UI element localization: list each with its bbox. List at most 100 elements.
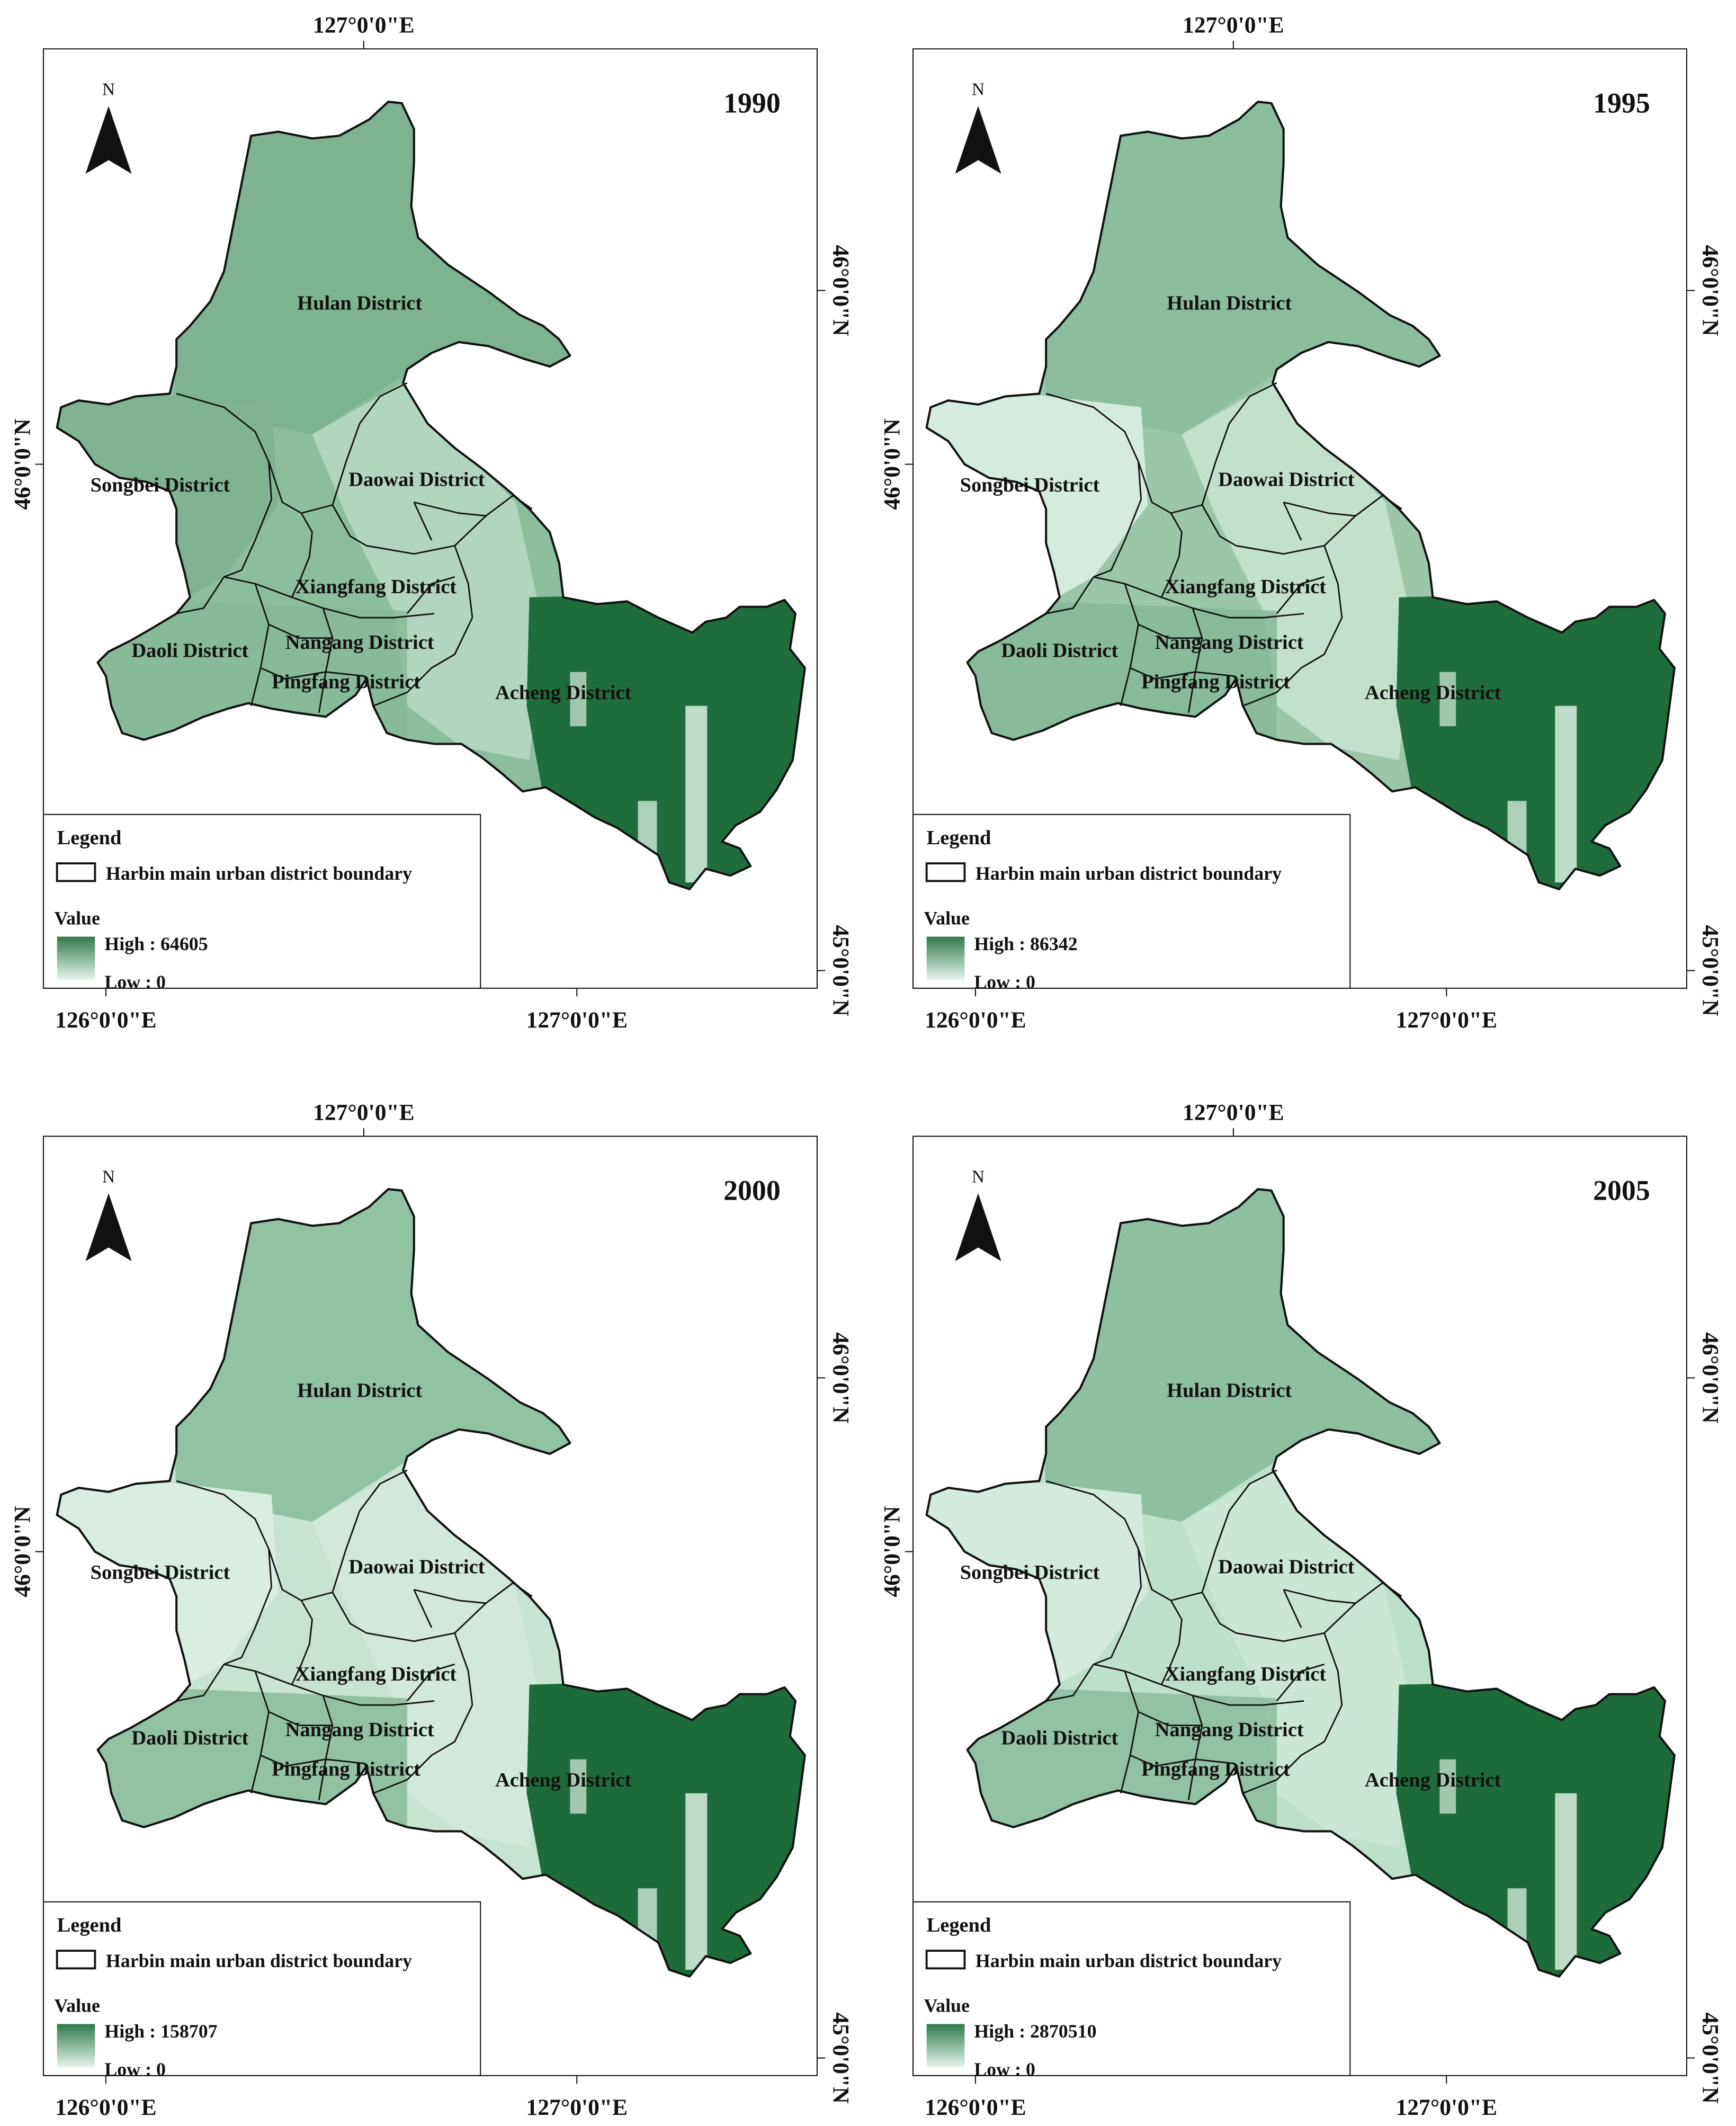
district-label: Pingfang District — [272, 1758, 420, 1780]
district-boundary-line — [268, 1711, 333, 1727]
district-boundary-line — [366, 495, 514, 555]
district-label: Daoli District — [131, 639, 248, 662]
top-longitude-label: 127°0'0"E — [1183, 1100, 1284, 1125]
right-latitude-label: 45°0'0"N — [1698, 2012, 1723, 2103]
right-latitude-label: 46°0'0"N — [828, 245, 854, 336]
district-label: Daoli District — [131, 1727, 248, 1749]
legend: Legend Harbin main urban district boundar… — [912, 1901, 1351, 2080]
right-latitude-label: 45°0'0"N — [828, 925, 854, 1016]
right-latitude-label: 45°0'0"N — [1698, 925, 1723, 1016]
district-boundary-line — [268, 461, 333, 514]
district-label: Songbei District — [960, 1561, 1100, 1584]
year-label: 2000 — [723, 1175, 781, 1207]
district-boundary-line — [291, 513, 313, 598]
legend-low-value: Low : 0 — [104, 2059, 166, 2080]
district-boundary-line — [1283, 1588, 1356, 1604]
legend-value-title: Value — [924, 907, 970, 928]
district-boundary-line — [268, 623, 333, 639]
district-boundary-line — [1120, 583, 1139, 707]
north-arrow-label: N — [972, 1167, 985, 1186]
top-longitude-label: 127°0'0"E — [313, 1100, 415, 1125]
district-label: Songbei District — [960, 474, 1100, 496]
legend-high-value: High : 2870510 — [974, 2021, 1096, 2042]
district-boundary-line — [250, 583, 270, 707]
boundary-swatch — [56, 1950, 96, 1970]
legend-high-value: High : 86342 — [974, 933, 1077, 954]
district-boundary-line — [414, 1588, 486, 1604]
district-boundary-line — [1201, 1469, 1277, 1593]
district-boundary-line — [512, 495, 533, 510]
district-label: Hulan District — [1167, 292, 1292, 314]
legend-boundary-label: Harbin main urban district boundary — [976, 1950, 1282, 1971]
district-boundary-line — [1093, 1586, 1142, 1665]
district-label: Xiangfang District — [296, 576, 457, 598]
right-latitude-label: 46°0'0"N — [1698, 1332, 1723, 1423]
bottom-longitude-label: 126°0'0"E — [925, 2095, 1026, 2120]
district-boundary-line — [1276, 1663, 1325, 1702]
district-boundary-line — [1236, 495, 1383, 555]
map-panel-1990: Hulan District Songbei District Daowai Dis… — [10, 13, 853, 1033]
right-latitude-label: 45°0'0"N — [828, 2012, 854, 2103]
district-label: Daowai District — [1218, 469, 1354, 491]
left-latitude-label: 46°0'0"N — [879, 418, 905, 510]
north-arrow-label: N — [102, 79, 115, 99]
boundary-swatch — [925, 862, 966, 882]
legend-title: Legend — [57, 1914, 122, 1936]
district-boundary-line — [291, 1600, 313, 1685]
district-label: Hulan District — [1167, 1379, 1292, 1401]
district-boundary-line — [176, 1664, 225, 1702]
legend-title: Legend — [57, 827, 122, 849]
district-boundary-line — [1382, 495, 1402, 510]
district-boundary-line — [223, 499, 272, 578]
district-label: Nangang District — [285, 1719, 434, 1741]
legend-boundary-label: Harbin main urban district boundary — [976, 863, 1282, 884]
district-label: Acheng District — [495, 682, 631, 704]
district-label: Acheng District — [495, 1769, 631, 1791]
urban-district-boundary — [925, 101, 1676, 890]
district-label: Xiangfang District — [1165, 576, 1326, 598]
district-label: Songbei District — [91, 474, 230, 496]
north-arrow-label: N — [102, 1167, 115, 1186]
urban-district-boundary — [925, 1188, 1676, 1978]
district-boundary-line — [260, 667, 364, 680]
legend: Legend Harbin main urban district boundar… — [42, 1901, 481, 2080]
district-boundary-line — [1201, 1592, 1237, 1634]
right-latitude-label: 46°0'0"N — [828, 1332, 854, 1423]
district-boundary-line — [1045, 576, 1095, 614]
district-boundary-line — [260, 1754, 364, 1767]
boundary-swatch — [925, 1950, 966, 1970]
color-ramp-swatch — [926, 2024, 965, 2068]
district-boundary-line — [1120, 1671, 1139, 1794]
district-boundary-line — [413, 502, 433, 541]
district-label: Daowai District — [348, 469, 485, 491]
district-label: Acheng District — [1365, 1769, 1501, 1791]
district-boundary-line — [250, 1671, 270, 1794]
legend-low-value: Low : 0 — [974, 2059, 1035, 2080]
district-boundary-line — [332, 1469, 408, 1593]
district-label: Pingfang District — [272, 671, 420, 693]
urban-district-boundary — [56, 1188, 806, 1978]
district-boundary-line — [373, 1632, 473, 1794]
left-latitude-label: 46°0'0"N — [10, 418, 35, 510]
district-label: Pingfang District — [1141, 671, 1290, 693]
district-boundary-line — [1045, 1480, 1142, 1587]
district-label: Daowai District — [348, 1556, 485, 1578]
district-boundary-line — [414, 501, 486, 517]
district-boundary-line — [1187, 608, 1203, 713]
color-ramp-swatch — [57, 936, 95, 980]
boundary-swatch — [56, 862, 96, 882]
district-label: Daoli District — [1001, 1727, 1118, 1749]
district-boundary-line — [318, 1695, 334, 1800]
district-label: Hulan District — [297, 292, 422, 314]
district-boundary-line — [1160, 1600, 1183, 1685]
bottom-longitude-label: 126°0'0"E — [55, 2095, 157, 2120]
district-boundary-line — [1242, 1632, 1343, 1794]
district-boundary-line — [1201, 382, 1277, 505]
district-boundary-line — [1276, 576, 1325, 614]
district-boundary-line — [332, 1592, 367, 1634]
district-boundary-line — [406, 576, 455, 614]
district-boundary-line — [1138, 1711, 1202, 1727]
district-boundary-line — [176, 576, 225, 614]
district-boundary-line — [1283, 502, 1302, 541]
district-label: Nangang District — [285, 631, 434, 654]
